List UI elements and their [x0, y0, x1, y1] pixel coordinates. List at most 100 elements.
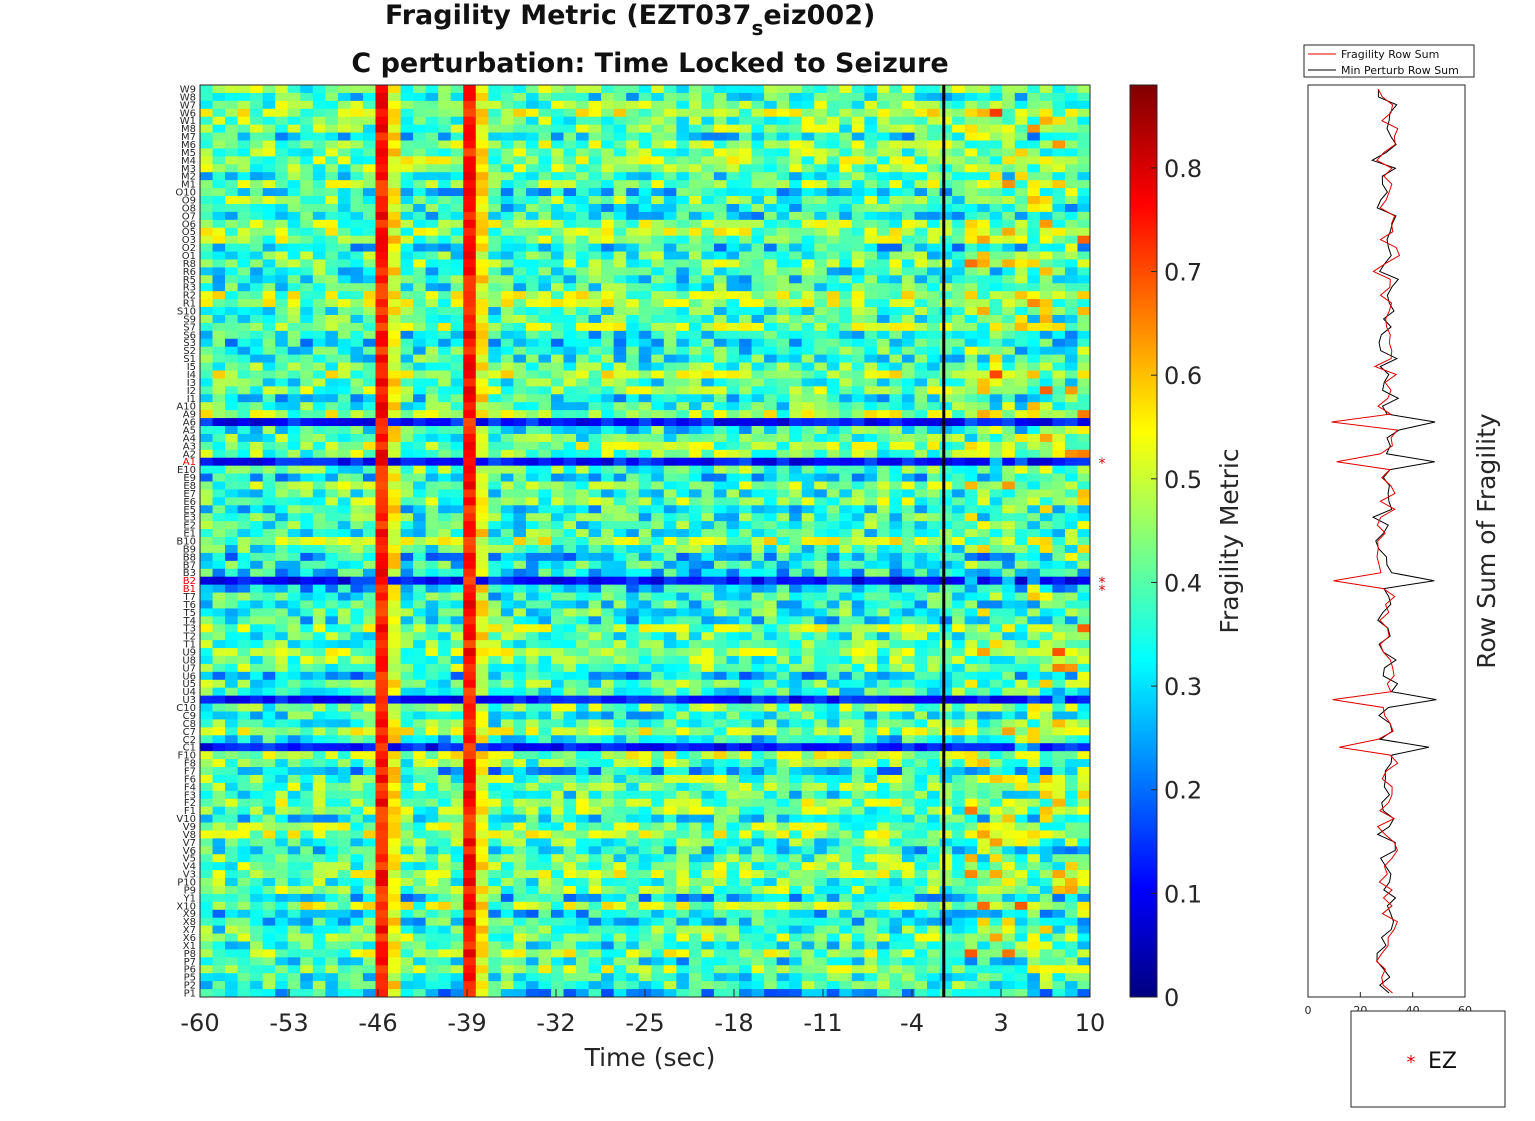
heatmap-cell [237, 592, 251, 601]
heatmap-cell [901, 196, 916, 205]
heatmap-cell [851, 148, 865, 157]
heatmap-cell [726, 346, 740, 356]
heatmap-cell [287, 394, 301, 403]
heatmap-cell [701, 433, 715, 443]
heatmap-cell [889, 497, 903, 506]
heatmap-cell [563, 180, 577, 189]
heatmap-cell [262, 418, 276, 427]
heatmap-cell [212, 433, 226, 443]
heatmap-cell [764, 85, 778, 94]
heatmap-cell [601, 211, 615, 221]
heatmap-cell [325, 291, 339, 300]
heatmap-cell [538, 322, 552, 332]
heatmap-cell [300, 267, 314, 276]
heatmap-cell [1002, 164, 1016, 173]
heatmap-cell [851, 544, 865, 554]
heatmap-cell [413, 85, 427, 94]
heatmap-cell [826, 140, 840, 149]
heatmap-cell [864, 299, 878, 308]
heatmap-cell [250, 473, 264, 483]
heatmap-cell [776, 441, 790, 451]
heatmap-cell [776, 362, 790, 371]
heatmap-cell [350, 307, 364, 316]
heatmap-cell [362, 116, 376, 126]
heatmap-cell [952, 188, 966, 197]
heatmap-cell [613, 124, 627, 134]
heatmap-cell [500, 552, 514, 562]
heatmap-cell [1002, 410, 1016, 419]
heatmap-cell [237, 85, 251, 94]
heatmap-cell [776, 235, 790, 245]
heatmap-cell [450, 600, 464, 609]
heatmap-cell [676, 148, 690, 157]
heatmap-cell [952, 394, 966, 403]
heatmap-cell [1064, 624, 1078, 633]
heatmap-cell [350, 632, 364, 641]
heatmap-cell [876, 505, 890, 514]
heatmap-cell [300, 521, 314, 530]
heatmap-cell [1077, 544, 1091, 554]
heatmap-cell [889, 521, 903, 530]
heatmap-cell [463, 124, 477, 134]
heatmap-cell [563, 473, 577, 483]
heatmap-cell [638, 140, 652, 149]
heatmap-cell [801, 140, 815, 149]
heatmap-cell [1002, 188, 1016, 197]
heatmap-cell [977, 394, 991, 403]
heatmap-cell [889, 354, 903, 364]
heatmap-cell [262, 140, 276, 149]
heatmap-cell [613, 259, 627, 268]
heatmap-cell [964, 386, 978, 395]
heatmap-cell [463, 227, 477, 237]
heatmap-cell [200, 402, 214, 411]
heatmap-cell [613, 616, 627, 625]
heatmap-cell [989, 473, 1003, 483]
heatmap-cell [952, 299, 966, 308]
heatmap-cell [300, 370, 314, 379]
heatmap-cell [312, 362, 326, 371]
heatmap-cell [914, 632, 928, 641]
heatmap-cell [676, 608, 690, 617]
heatmap-cell [362, 100, 376, 110]
heatmap-cell [851, 307, 865, 316]
heatmap-cell [839, 330, 853, 340]
heatmap-cell [977, 100, 991, 110]
heatmap-cell [212, 299, 226, 308]
heatmap-cell [225, 521, 239, 530]
heatmap-cell [413, 211, 427, 221]
heatmap-cell [400, 640, 414, 649]
heatmap-cell [388, 394, 402, 403]
heatmap-cell [914, 124, 928, 134]
heatmap-cell [312, 640, 326, 649]
heatmap-cell [751, 140, 765, 149]
heatmap-cell [927, 188, 941, 197]
heatmap-cell [764, 346, 778, 356]
heatmap-cell [425, 584, 439, 594]
heatmap-cell [400, 299, 414, 308]
heatmap-cell [450, 227, 464, 237]
heatmap-cell [1052, 449, 1066, 459]
heatmap-cell [651, 592, 665, 601]
heatmap-cell [651, 251, 665, 260]
heatmap-cell [826, 322, 840, 332]
heatmap-cell [425, 116, 439, 126]
heatmap-cell [977, 275, 991, 284]
heatmap-cell [325, 426, 339, 435]
heatmap-cell [814, 576, 828, 586]
heatmap-cell [250, 148, 264, 157]
heatmap-cell [663, 219, 677, 229]
heatmap-cell [638, 426, 652, 435]
heatmap-cell [200, 85, 214, 94]
heatmap-cell [225, 108, 239, 118]
heatmap-cell [638, 457, 652, 467]
heatmap-cell [826, 386, 840, 395]
heatmap-cell [726, 473, 740, 483]
heatmap-cell [312, 433, 326, 443]
heatmap-cell [739, 600, 753, 609]
heatmap-cell [864, 100, 878, 110]
heatmap-cell [388, 640, 402, 649]
heatmap-cell [688, 116, 702, 126]
heatmap-cell [638, 243, 652, 253]
heatmap-cell [939, 584, 953, 594]
heatmap-cell [550, 592, 565, 601]
